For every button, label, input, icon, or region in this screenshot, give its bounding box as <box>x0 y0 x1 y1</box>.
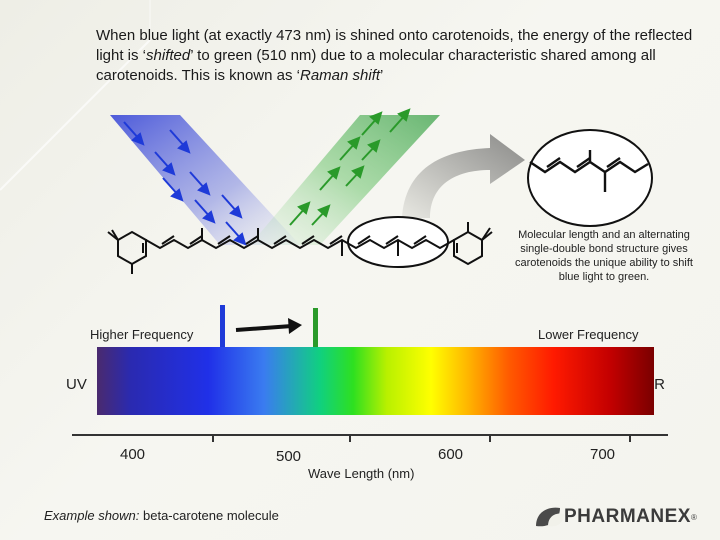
example-caption: Example shown: beta-carotene molecule <box>44 508 279 523</box>
shifted-word: shifted <box>146 47 191 64</box>
logo-trademark: ® <box>690 512 697 522</box>
tick-600: 600 <box>438 446 464 463</box>
pharmanex-leaf-icon <box>536 507 564 527</box>
raman-shift-term: Raman shift <box>300 67 381 84</box>
blue-light-beam <box>110 115 300 245</box>
green-510nm-marker <box>313 308 318 349</box>
shift-arrow-icon <box>235 318 302 334</box>
logo-wordmark: PHARMANEX <box>564 506 691 527</box>
higher-frequency-label: Higher Frequency <box>90 327 194 342</box>
visible-spectrum-bar <box>97 347 654 415</box>
magnified-chain-circle <box>527 129 653 227</box>
pharmanex-logo: PHARMANEX ® <box>534 504 697 530</box>
blue-light-arrow-icon <box>123 121 247 246</box>
blue-473nm-marker <box>220 305 225 349</box>
curved-arrow-icon <box>402 134 525 218</box>
intro-text: When blue light (at exactly 473 nm) is s… <box>96 27 693 84</box>
uv-label: UV <box>66 376 87 393</box>
tick-700: 700 <box>590 446 616 463</box>
lower-frequency-label: Lower Frequency <box>538 327 639 342</box>
wavelength-axis-label: Wave Length (nm) <box>308 466 415 481</box>
axis-ticks <box>212 435 631 442</box>
molecule-note: Molecular length and an alternating sing… <box>515 229 693 283</box>
green-light-beam <box>250 115 440 245</box>
beta-carotene-structure <box>107 222 493 274</box>
green-light-arrow-icon <box>289 108 411 226</box>
magnified-chain-bonds <box>529 150 649 192</box>
tick-500: 500 <box>276 448 302 465</box>
tick-400: 400 <box>120 446 146 463</box>
